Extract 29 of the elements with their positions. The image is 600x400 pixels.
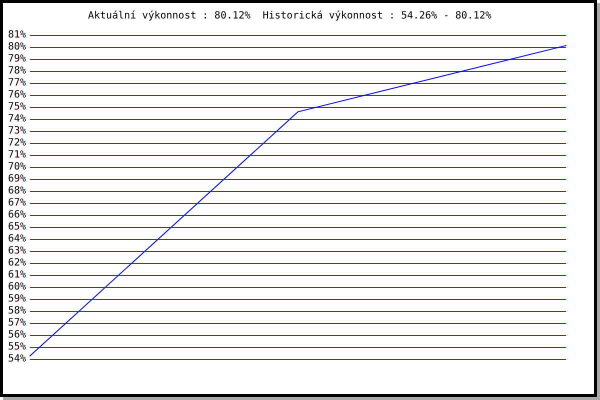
y-tick-label: 57% xyxy=(8,318,26,328)
y-tick-label: 66% xyxy=(8,210,26,220)
y-tick-label: 75% xyxy=(8,102,26,112)
y-tick-label: 58% xyxy=(8,306,26,316)
y-tick-label: 63% xyxy=(8,246,26,256)
y-tick-label: 80% xyxy=(8,42,26,52)
y-tick-label: 64% xyxy=(8,234,26,244)
y-tick-label: 77% xyxy=(8,78,26,88)
y-tick-label: 56% xyxy=(8,330,26,340)
y-tick-label: 59% xyxy=(8,294,26,304)
y-tick-label: 76% xyxy=(8,90,26,100)
y-tick-label: 60% xyxy=(8,282,26,292)
y-tick-label: 61% xyxy=(8,270,26,280)
y-tick-label: 69% xyxy=(8,174,26,184)
y-tick-label: 71% xyxy=(8,150,26,160)
y-tick-label: 62% xyxy=(8,258,26,268)
y-tick-label: 72% xyxy=(8,138,26,148)
y-tick-label: 79% xyxy=(8,54,26,64)
y-tick-label: 54% xyxy=(8,354,26,364)
y-tick-label: 70% xyxy=(8,162,26,172)
y-tick-label: 78% xyxy=(8,66,26,76)
y-tick-label: 68% xyxy=(8,186,26,196)
y-tick-label: 55% xyxy=(8,342,26,352)
y-tick-label: 74% xyxy=(8,114,26,124)
y-tick-label: 67% xyxy=(8,198,26,208)
y-tick-label: 73% xyxy=(8,126,26,136)
y-tick-label: 65% xyxy=(8,222,26,232)
y-tick-label: 81% xyxy=(8,30,26,40)
chart-title: Aktuální výkonnost : 80.12% Historická výkonnost : 54.26% - 80.12% xyxy=(88,10,492,22)
